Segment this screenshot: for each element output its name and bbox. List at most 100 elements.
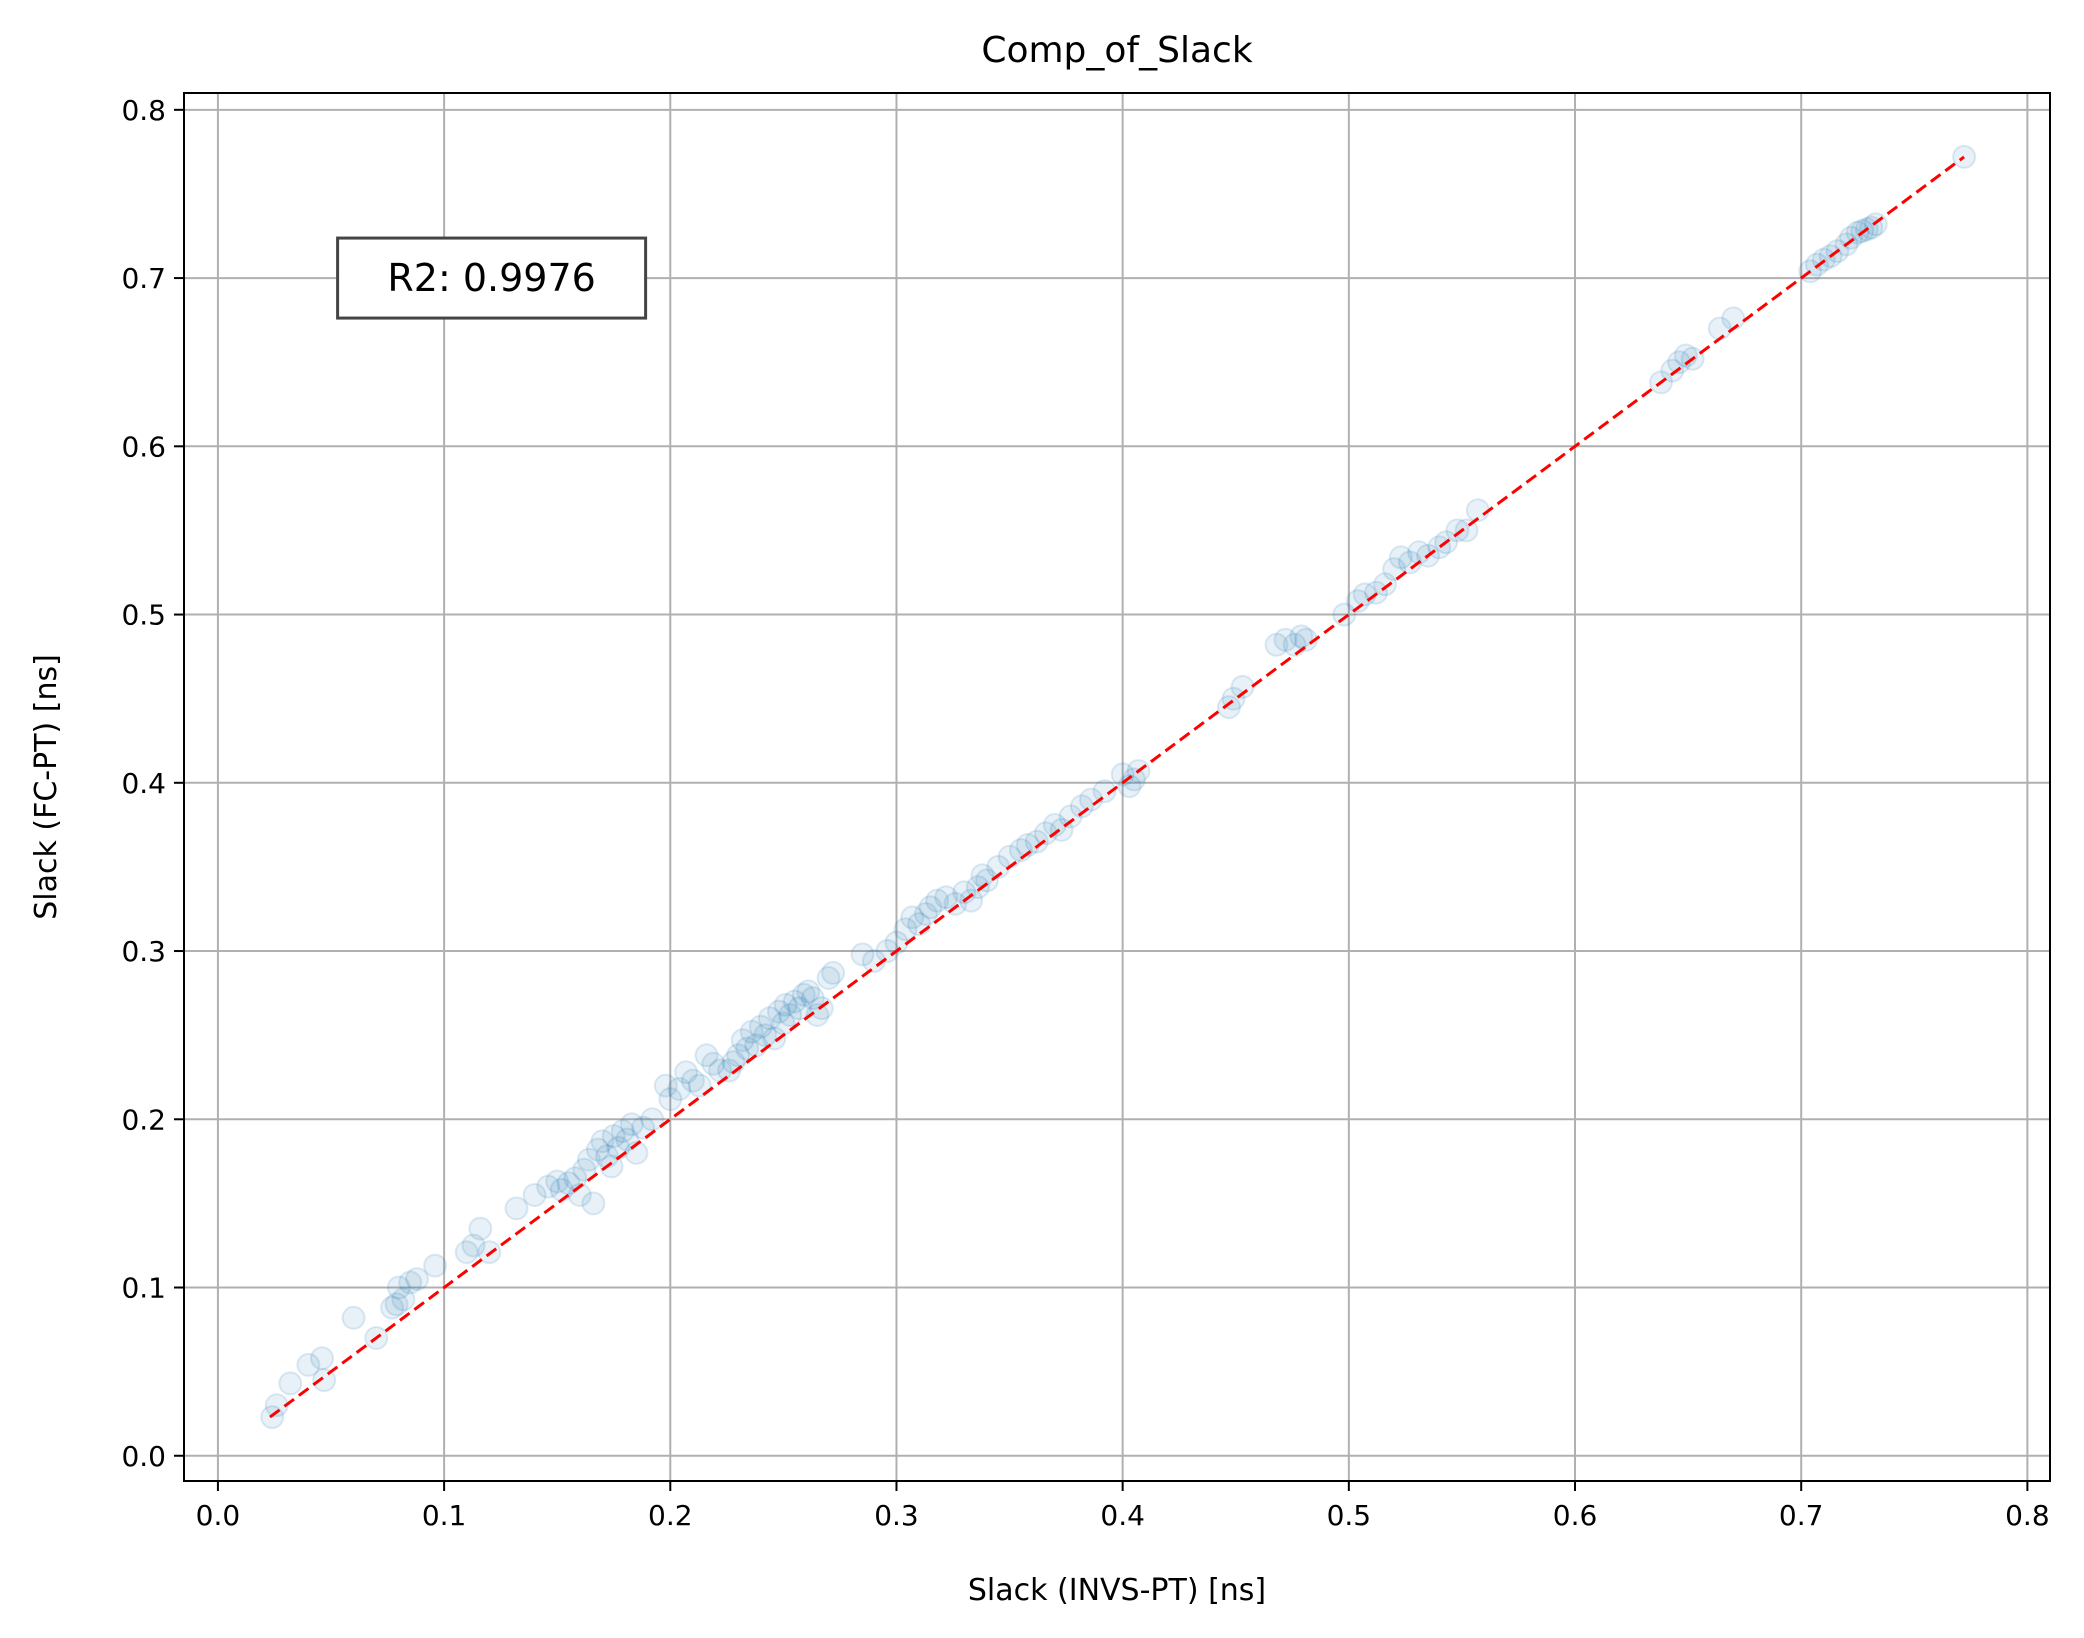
data-point bbox=[1092, 779, 1117, 804]
y-tick-label: 0.4 bbox=[121, 767, 166, 800]
data-point bbox=[1445, 518, 1470, 543]
data-point bbox=[674, 1060, 699, 1085]
data-point bbox=[730, 1028, 755, 1053]
data-point bbox=[1273, 627, 1298, 652]
data-point bbox=[766, 999, 791, 1024]
data-point bbox=[601, 1124, 626, 1149]
data-point bbox=[918, 895, 943, 920]
data-point bbox=[893, 917, 918, 942]
data-point bbox=[1952, 144, 1977, 169]
data-point bbox=[1845, 220, 1870, 245]
y-tick-label: 0.8 bbox=[121, 94, 166, 127]
data-point bbox=[717, 1058, 742, 1083]
data-point bbox=[753, 1023, 778, 1048]
y-tick-label: 0.5 bbox=[121, 599, 166, 632]
data-point bbox=[1332, 602, 1357, 627]
data-point bbox=[296, 1352, 321, 1377]
data-point bbox=[576, 1147, 601, 1172]
data-point bbox=[391, 1287, 416, 1312]
data-point bbox=[791, 982, 816, 1007]
data-point bbox=[782, 989, 807, 1014]
y-tick-label: 0.6 bbox=[121, 430, 166, 463]
data-point bbox=[278, 1371, 303, 1396]
data-point bbox=[468, 1216, 493, 1241]
data-point bbox=[850, 942, 875, 967]
chart-title: Comp_of_Slack bbox=[981, 30, 1252, 71]
data-point bbox=[545, 1169, 570, 1194]
x-tick-label: 0.2 bbox=[648, 1499, 693, 1532]
data-point bbox=[748, 1014, 773, 1039]
data-point bbox=[610, 1119, 635, 1144]
data-point bbox=[310, 1346, 334, 1371]
data-point bbox=[965, 875, 990, 900]
x-tick-label: 0.0 bbox=[196, 1499, 241, 1532]
data-point bbox=[739, 1019, 764, 1044]
data-point bbox=[787, 996, 812, 1021]
data-point bbox=[943, 891, 968, 916]
data-point bbox=[631, 1115, 656, 1140]
data-point bbox=[380, 1295, 405, 1320]
data-point bbox=[900, 905, 925, 930]
data-point bbox=[1660, 358, 1685, 383]
data-point bbox=[653, 1073, 678, 1098]
data-point bbox=[687, 1073, 712, 1098]
data-point bbox=[386, 1275, 411, 1300]
data-point bbox=[423, 1253, 448, 1278]
data-point bbox=[504, 1196, 529, 1221]
data-point bbox=[694, 1043, 719, 1068]
data-point bbox=[796, 979, 821, 1004]
data-point bbox=[1122, 767, 1146, 792]
data-point bbox=[821, 960, 846, 985]
data-point bbox=[735, 1036, 760, 1061]
data-point bbox=[581, 1191, 606, 1216]
data-point bbox=[585, 1137, 610, 1162]
y-tick-label: 0.3 bbox=[121, 935, 166, 968]
data-point bbox=[398, 1270, 423, 1295]
data-point bbox=[762, 1026, 787, 1051]
data-point bbox=[1264, 632, 1289, 657]
y-tick-label: 0.7 bbox=[121, 262, 166, 295]
x-tick-label: 0.7 bbox=[1779, 1499, 1824, 1532]
data-point bbox=[658, 1087, 683, 1112]
data-point bbox=[599, 1154, 624, 1179]
y-tick-label: 0.1 bbox=[121, 1272, 166, 1305]
annotation-frame bbox=[336, 236, 648, 320]
data-point bbox=[959, 888, 984, 913]
data-point bbox=[816, 966, 841, 990]
data-points bbox=[260, 144, 1977, 1430]
data-point bbox=[405, 1267, 429, 1292]
x-tick-label: 0.1 bbox=[422, 1499, 467, 1532]
data-point bbox=[1721, 306, 1746, 331]
data-point bbox=[454, 1240, 479, 1265]
data-point bbox=[590, 1129, 615, 1154]
data-point bbox=[384, 1292, 409, 1317]
data-point bbox=[1217, 695, 1241, 720]
data-point bbox=[615, 1127, 640, 1152]
x-tick-label: 0.6 bbox=[1553, 1499, 1598, 1532]
data-point bbox=[778, 1003, 803, 1027]
data-point bbox=[461, 1233, 486, 1258]
x-tick-label: 0.3 bbox=[874, 1499, 919, 1532]
plot-frame bbox=[183, 92, 2051, 1482]
data-point bbox=[680, 1068, 705, 1093]
x-tick-label: 0.8 bbox=[2005, 1499, 2050, 1532]
data-point bbox=[757, 1006, 782, 1031]
data-point bbox=[312, 1368, 337, 1393]
data-point bbox=[773, 992, 798, 1017]
data-point bbox=[572, 1157, 597, 1182]
data-point bbox=[1289, 624, 1314, 649]
data-point bbox=[1839, 225, 1863, 250]
reference-line bbox=[269, 155, 1965, 1419]
data-point bbox=[341, 1305, 366, 1330]
y-axis-label: Slack (FC-PT) [ns] bbox=[29, 654, 64, 920]
r2-annotation-box: R2: 0.9976 bbox=[336, 236, 648, 320]
x-tick-label: 0.4 bbox=[1100, 1499, 1145, 1532]
x-axis-label: Slack (INVS-PT) [ns] bbox=[968, 1573, 1266, 1608]
grid-lines bbox=[184, 93, 2050, 1481]
data-point bbox=[1024, 829, 1049, 854]
data-point bbox=[522, 1183, 547, 1207]
data-point bbox=[800, 986, 825, 1011]
data-point bbox=[1058, 804, 1083, 829]
